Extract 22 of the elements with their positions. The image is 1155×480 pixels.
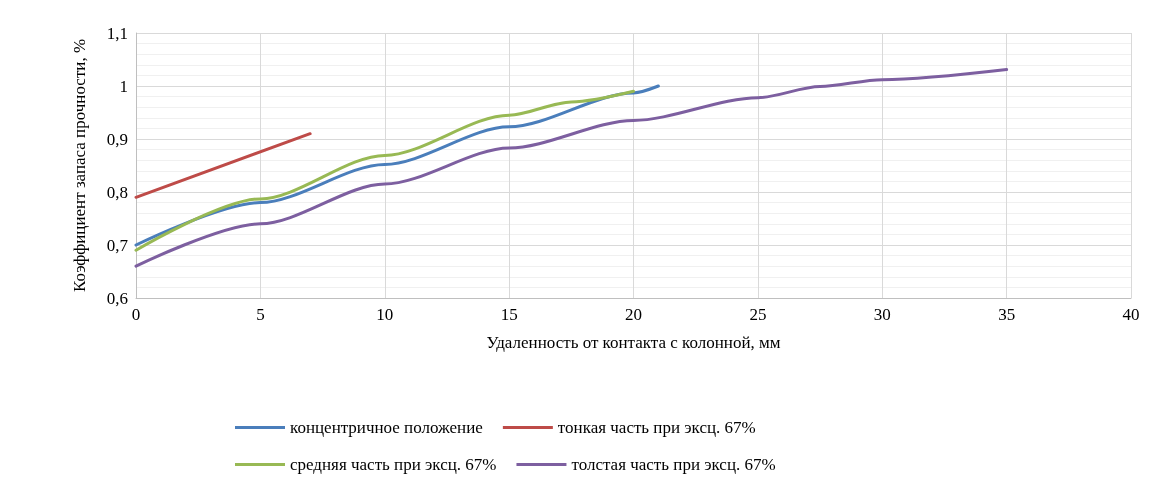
y-axis-title: Коэффициент запаса прочности, % xyxy=(70,38,89,293)
x-tick-label: 10 xyxy=(376,305,394,324)
y-tick-label: 1,1 xyxy=(106,23,128,43)
legend-label: средняя часть при эксц. 67% xyxy=(290,455,497,474)
y-tick-label: 0,9 xyxy=(106,129,128,149)
x-tick-label: 0 xyxy=(131,305,141,324)
x-tick-label: 15 xyxy=(500,305,518,324)
legend-label: концентричное положение xyxy=(290,418,483,437)
x-axis-title: Удаленность от контакта с колонной, мм xyxy=(486,333,781,352)
y-tick-label: 1 xyxy=(119,76,128,96)
y-tick-label: 0,6 xyxy=(106,288,128,308)
legend-label: толстая часть при эксц. 67% xyxy=(571,455,776,474)
x-tick-label: 40 xyxy=(1122,305,1140,324)
x-tick-label: 20 xyxy=(625,305,642,324)
x-tick-label: 25 xyxy=(749,305,767,324)
y-tick-label: 0,7 xyxy=(106,235,129,255)
x-tick-label: 30 xyxy=(873,305,891,324)
line-series xyxy=(134,68,1009,268)
x-tick-label: 5 xyxy=(256,305,265,324)
x-tick-label: 35 xyxy=(998,305,1016,324)
y-tick-label: 0,8 xyxy=(106,182,128,202)
legend-label: тонкая часть при эксц. 67% xyxy=(557,418,756,437)
